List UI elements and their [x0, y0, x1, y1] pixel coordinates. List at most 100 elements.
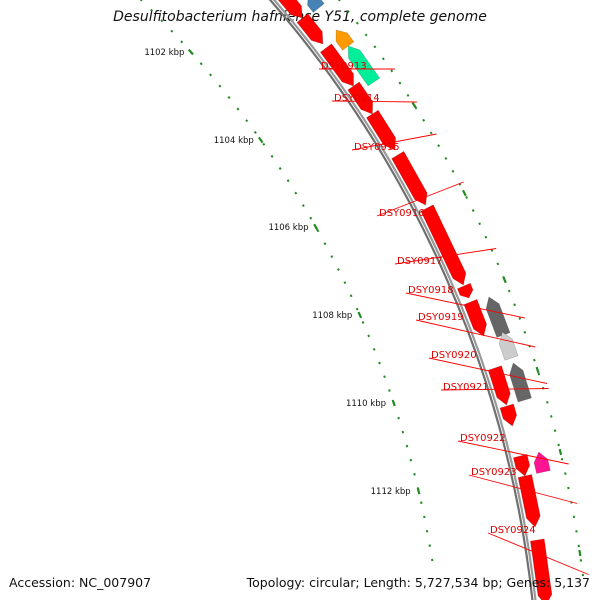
- inner-ruler-dot: [301, 204, 305, 208]
- outer-ruler-dot: [523, 330, 527, 334]
- gene-leader-line: [440, 388, 549, 391]
- outer-ruler-dot: [406, 93, 410, 97]
- gene-leader-line: [331, 100, 417, 103]
- inner-ruler-dot: [236, 107, 240, 111]
- ruler-tick: [416, 487, 421, 495]
- ruler-tick-label: 1104 kbp: [214, 136, 254, 146]
- inner-ruler-dot: [397, 416, 400, 420]
- inner-ruler-dot: [349, 294, 353, 298]
- gene-arrow-partial-top: [296, 13, 324, 45]
- outer-ruler-dot: [513, 303, 516, 307]
- inner-ruler-dot: [253, 130, 257, 134]
- inner-ruler-dot: [270, 154, 274, 158]
- gene-leader-line: [428, 357, 548, 384]
- outer-ruler-dot: [398, 81, 402, 85]
- outer-ruler-dot: [496, 262, 500, 266]
- gene-label-dsy0913: DSY0913: [321, 61, 367, 72]
- inner-ruler-dot: [420, 501, 423, 505]
- inner-ruler-dot: [160, 19, 164, 23]
- inner-ruler-dot: [413, 472, 416, 476]
- gene-leader-line: [457, 440, 569, 465]
- outer-ruler-dot: [550, 415, 553, 418]
- outer-ruler-dot: [390, 69, 394, 73]
- inner-ruler-dot: [209, 73, 213, 77]
- ruler-tick: [357, 311, 363, 319]
- gene-label-dsy0919: DSY0919: [418, 312, 464, 323]
- outer-ruler-dot: [564, 472, 567, 475]
- inner-ruler-dot: [180, 40, 184, 44]
- inner-ruler-dot: [378, 361, 381, 365]
- outer-ruler-dot: [518, 317, 522, 320]
- gene-leader-line: [351, 133, 437, 151]
- outer-ruler-dot: [437, 144, 441, 148]
- gene-arrow-small: [463, 298, 488, 337]
- outer-ruler-dot: [471, 209, 475, 212]
- ruler-tick-label: 1106 kbp: [268, 223, 308, 233]
- backbone-inner-line: [268, 0, 534, 600]
- ruler-tick: [313, 223, 319, 231]
- outer-ruler-dot: [557, 443, 560, 447]
- inner-ruler-dot: [372, 348, 376, 351]
- gene-leader-line: [376, 181, 464, 217]
- gene-leader-line: [468, 474, 578, 504]
- outer-ruler-dot: [444, 156, 448, 160]
- gene-leader-line: [394, 248, 497, 265]
- outer-ruler-tick: [462, 189, 467, 197]
- gene-arrow-dsy0923: [517, 474, 541, 528]
- ruler-tick: [258, 136, 264, 144]
- outer-ruler-dot: [507, 289, 511, 293]
- accession-text: Accession: NC_007907: [9, 575, 152, 590]
- gene-label-dsy0918: DSY0918: [408, 285, 454, 296]
- gene-arrow-small: [499, 403, 518, 427]
- outer-ruler-dot: [478, 222, 482, 226]
- outer-ruler-dot: [364, 33, 368, 37]
- gene-label-dsy0914: DSY0914: [334, 93, 380, 104]
- outer-ruler-dot: [546, 401, 549, 404]
- ruler-dots: 1102 kbp 1104 kbp 1106 kbp 1108 kbp 1110 kbp…: [139, 0, 584, 577]
- gene-leader-line: [415, 319, 536, 348]
- inner-ruler-dot: [409, 458, 413, 462]
- inner-ruler-dot: [218, 84, 222, 88]
- outer-ruler-tick: [535, 366, 540, 374]
- inner-ruler-dot: [150, 8, 154, 12]
- ruler-tick: [391, 399, 396, 407]
- gene-arrow-dsy0914: [347, 81, 374, 115]
- outer-ruler-dot: [484, 235, 488, 239]
- gene-arrow-small: [456, 282, 474, 299]
- inner-ruler-dot: [383, 375, 386, 379]
- ruler-tick-label: 1112 kbp: [371, 487, 411, 497]
- inner-ruler-dot: [309, 216, 313, 220]
- gene-label-dsy0922: DSY0922: [460, 433, 506, 444]
- inner-ruler-dot: [405, 444, 409, 448]
- inner-ruler-dot: [286, 179, 290, 183]
- backbone-outer-line: [272, 0, 537, 600]
- outer-ruler-dot: [533, 358, 536, 362]
- gene-arrow-partial-top: [347, 45, 381, 87]
- topology-text: Topology: circular; Length: 5,727,534 bp…: [246, 575, 590, 590]
- inner-ruler-dot: [388, 389, 391, 392]
- outer-ruler-dot: [490, 249, 494, 252]
- outer-ruler-dot: [465, 195, 468, 199]
- outer-ruler-dot: [373, 45, 377, 49]
- outer-ruler-dot: [553, 429, 557, 432]
- inner-ruler-dot: [227, 95, 231, 100]
- inner-ruler-dot: [361, 321, 365, 324]
- gene-labels: DSY0913 DSY0914 DSY0915 DSY0916 DSY0917 DSY09…: [319, 61, 589, 575]
- inner-ruler-dot: [294, 191, 298, 195]
- outer-ruler-tick: [411, 101, 417, 109]
- gene-label-dsy0915: DSY0915: [354, 142, 400, 153]
- gene-features: [277, 0, 553, 600]
- inner-ruler-dot: [401, 430, 405, 434]
- gene-arrow-dsy0918: [485, 296, 511, 338]
- inner-ruler-dot: [316, 229, 320, 233]
- gene-label-dsy0916: DSY0916: [379, 208, 425, 219]
- inner-ruler-dot: [343, 281, 347, 285]
- inner-ruler-dot: [337, 268, 340, 271]
- ruler-tick-label: 1108 kbp: [312, 311, 352, 321]
- inner-ruler-dot: [323, 242, 327, 246]
- ruler-tick-label: 1102 kbp: [144, 48, 184, 58]
- gene-arrow-partial-top: [335, 29, 355, 51]
- gene-leader-line: [405, 292, 525, 319]
- outer-ruler-dot: [346, 10, 350, 14]
